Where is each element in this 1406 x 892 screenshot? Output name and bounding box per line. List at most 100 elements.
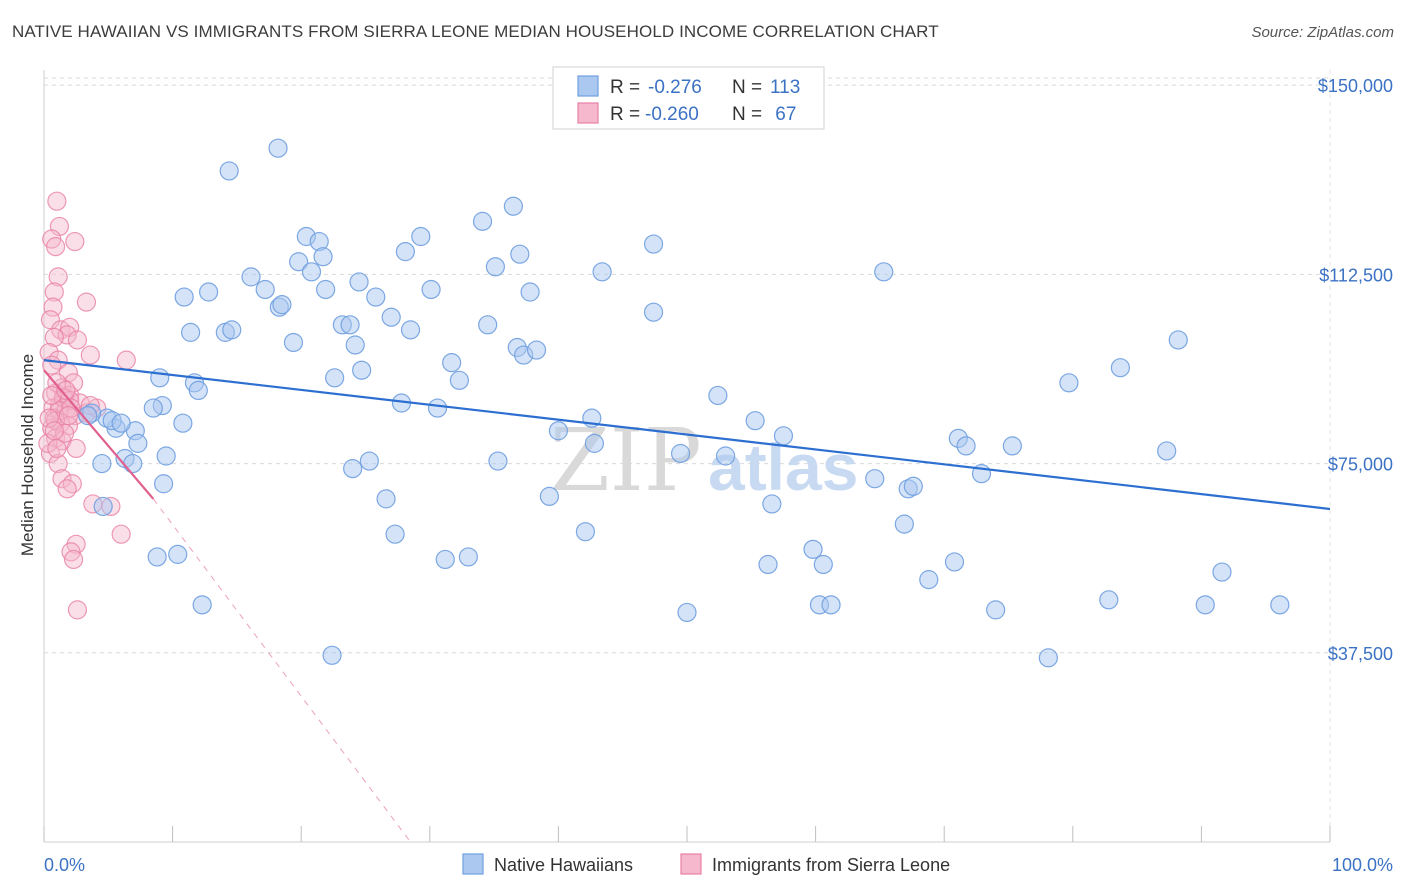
sierra-leone-point (67, 330, 88, 350)
native-hawaiian-point (745, 411, 765, 431)
trend-line-native-hawaiians (43, 359, 1331, 511)
native-hawaiian-point (349, 272, 369, 292)
native-hawaiian-point (241, 267, 261, 287)
legend-n-value-2: 67 (770, 104, 796, 125)
sierra-leone-point (58, 406, 79, 426)
sierra-leone-point (39, 408, 59, 428)
native-hawaiian-point (181, 322, 201, 342)
native-hawaiian-point (510, 244, 530, 264)
x-tick-labels: 0.0% 100.0% (44, 855, 1393, 875)
native-hawaiian-point (92, 453, 112, 474)
native-hawaiian-point (283, 332, 304, 353)
native-hawaiian-point (93, 496, 113, 517)
sierra-leone-point (48, 267, 68, 287)
native-hawaiian-point (478, 315, 498, 335)
native-hawaiian-point (442, 353, 462, 373)
sierra-leone-point (66, 438, 86, 459)
native-hawaiian-point (222, 320, 242, 340)
y-axis-label: Median Household Income (18, 354, 37, 556)
series-legend: Native Hawaiians Immigrants from Sierra … (462, 853, 950, 875)
native-hawaiian-point (762, 494, 782, 514)
legend-r-value-1: -0.276 (648, 77, 702, 98)
native-hawaiian-point (192, 595, 212, 615)
native-hawaiian-point (435, 549, 455, 570)
legend-n-label-1: N = (732, 77, 762, 98)
native-hawaiian-point (708, 385, 728, 406)
native-hawaiian-point (325, 368, 345, 388)
legend-swatch-blue (577, 75, 599, 97)
native-hawaiian-point (485, 257, 505, 277)
native-hawaiian-point (411, 226, 431, 247)
series-native-hawaiians-points (78, 138, 1290, 668)
native-hawaiian-point (526, 340, 547, 360)
native-hawaiian-point (1002, 436, 1022, 456)
sierra-leone-point (61, 542, 81, 562)
native-hawaiian-point (503, 196, 523, 216)
y-tick-label: $37,500 (1328, 644, 1393, 664)
sierra-leone-point (80, 345, 100, 365)
sierra-leone-point (44, 421, 64, 441)
bottom-legend-native-hawaiians: Native Hawaiians (494, 855, 633, 875)
trend-lines (43, 359, 1331, 843)
native-hawaiian-point (168, 544, 188, 564)
sierra-leone-point (47, 438, 67, 459)
bottom-legend-sierra-leone: Immigrants from Sierra Leone (712, 855, 950, 875)
native-hawaiian-point (449, 370, 469, 390)
native-hawaiian-point (821, 595, 841, 615)
native-hawaiian-point (289, 252, 309, 272)
native-hawaiian-point (316, 279, 336, 300)
correlation-legend: R = -0.276 N = 113 R = -0.260 N = 67 (552, 66, 825, 130)
chart-title: NATIVE HAWAIIAN VS IMMIGRANTS FROM SIERR… (12, 22, 939, 41)
legend-r-label-2: R = (610, 104, 640, 125)
legend-n-label-2: N = (732, 104, 762, 125)
native-hawaiian-point (874, 262, 894, 282)
native-hawaiian-point (919, 570, 939, 590)
native-hawaiian-point (1038, 648, 1058, 668)
native-hawaiian-point (340, 315, 360, 335)
native-hawaiian-point (174, 287, 194, 307)
native-hawaiian-point (156, 446, 176, 466)
native-hawaiian-point (272, 295, 292, 315)
sierra-leone-point (44, 327, 64, 348)
y-tick-label: $112,500 (1319, 265, 1393, 285)
native-hawaiian-point (677, 602, 697, 623)
sierra-leone-point (65, 231, 85, 252)
sierra-leone-point (63, 549, 84, 570)
y-tick-label: $75,000 (1328, 455, 1393, 475)
native-hawaiian-point (199, 282, 219, 302)
axes (43, 70, 1331, 843)
x-tick-label-max: 100.0% (1332, 855, 1393, 875)
native-hawaiian-point (381, 307, 401, 327)
native-hawaiian-point (813, 554, 833, 575)
sierra-leone-point (49, 400, 70, 421)
sierra-leone-point (116, 350, 136, 370)
sierra-leone-point (42, 385, 62, 406)
legend-n-value-1: 113 (770, 77, 800, 98)
native-hawaiian-point (173, 413, 193, 433)
native-hawaiian-point (865, 469, 885, 489)
trend-line-sierra-leone-extension (152, 498, 411, 843)
native-hawaiian-point (343, 459, 363, 479)
native-hawaiian-point (78, 406, 98, 426)
trend-line-sierra-leone (43, 369, 155, 500)
sierra-leone-point (45, 237, 66, 257)
sierra-leone-point (43, 297, 63, 317)
native-hawaiian-point (773, 426, 794, 446)
native-hawaiian-point (592, 262, 612, 282)
native-hawaiian-point (956, 436, 976, 456)
source-label: Source: ZipAtlas.com (1251, 24, 1394, 41)
native-hawaiian-point (147, 547, 167, 567)
sierra-leone-point (76, 292, 97, 312)
native-hawaiian-point (255, 279, 275, 300)
native-hawaiian-point (395, 242, 415, 262)
legend-swatch-pink (577, 102, 599, 124)
y-tick-labels: $37,500 $75,000 $112,500 $150,000 (1318, 76, 1393, 664)
native-hawaiian-point (584, 433, 605, 453)
native-hawaiian-point (322, 645, 342, 665)
native-hawaiian-point (345, 335, 365, 355)
native-hawaiian-point (268, 138, 288, 158)
bottom-legend-swatch-pink (680, 853, 702, 875)
sierra-leone-point (56, 380, 76, 401)
native-hawaiian-point (111, 413, 131, 433)
